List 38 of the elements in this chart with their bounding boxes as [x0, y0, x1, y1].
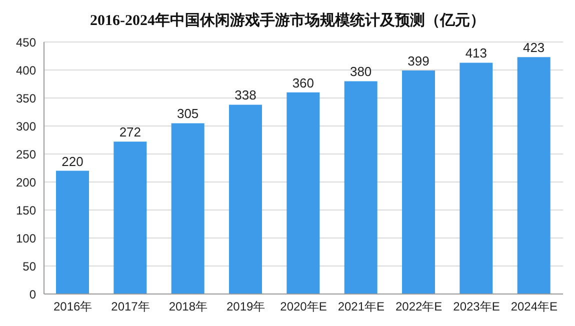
y-tick-label: 450 — [16, 35, 36, 50]
y-tick-label: 100 — [16, 231, 36, 246]
data-label: 380 — [350, 64, 372, 80]
y-tick-label: 150 — [16, 203, 36, 218]
bar — [286, 92, 320, 294]
data-label: 338 — [234, 88, 256, 103]
x-tick-label: 2021年E — [338, 300, 385, 314]
y-tick-label: 400 — [16, 63, 36, 78]
x-tick-label: 2023年E — [453, 300, 500, 314]
bar — [517, 57, 550, 294]
data-label: 360 — [292, 75, 314, 90]
x-tick-label: 2019年 — [226, 300, 266, 314]
y-tick-label: 50 — [22, 259, 36, 274]
x-tick-label: 2022年E — [395, 300, 442, 314]
y-tick-label: 250 — [16, 147, 36, 162]
bar — [114, 142, 147, 294]
data-label: 413 — [465, 46, 488, 61]
chart-title: 2016-2024年中国休闲游戏手游市场规模统计及预测（亿元） — [89, 11, 486, 31]
data-label: 220 — [62, 154, 84, 169]
bar — [402, 70, 435, 294]
y-tick-label: 350 — [16, 91, 36, 106]
x-tick-label: 2017年 — [111, 300, 150, 314]
x-tick-label: 2024年E — [510, 300, 558, 314]
data-label: 305 — [176, 106, 199, 122]
y-tick-label: 0 — [29, 287, 36, 302]
x-tick-label: 2018年 — [168, 300, 208, 314]
bar — [460, 62, 493, 294]
y-tick-label: 200 — [16, 175, 36, 190]
y-tick-label: 300 — [16, 119, 36, 134]
bar — [171, 123, 204, 294]
bar — [56, 170, 89, 294]
data-label: 272 — [119, 124, 142, 140]
bar — [229, 104, 262, 294]
x-tick-label: 2016年 — [53, 300, 92, 314]
bar — [344, 81, 378, 294]
data-label: 423 — [522, 40, 545, 56]
data-label: 399 — [408, 54, 430, 69]
x-tick-label: 2020年E — [280, 300, 327, 314]
